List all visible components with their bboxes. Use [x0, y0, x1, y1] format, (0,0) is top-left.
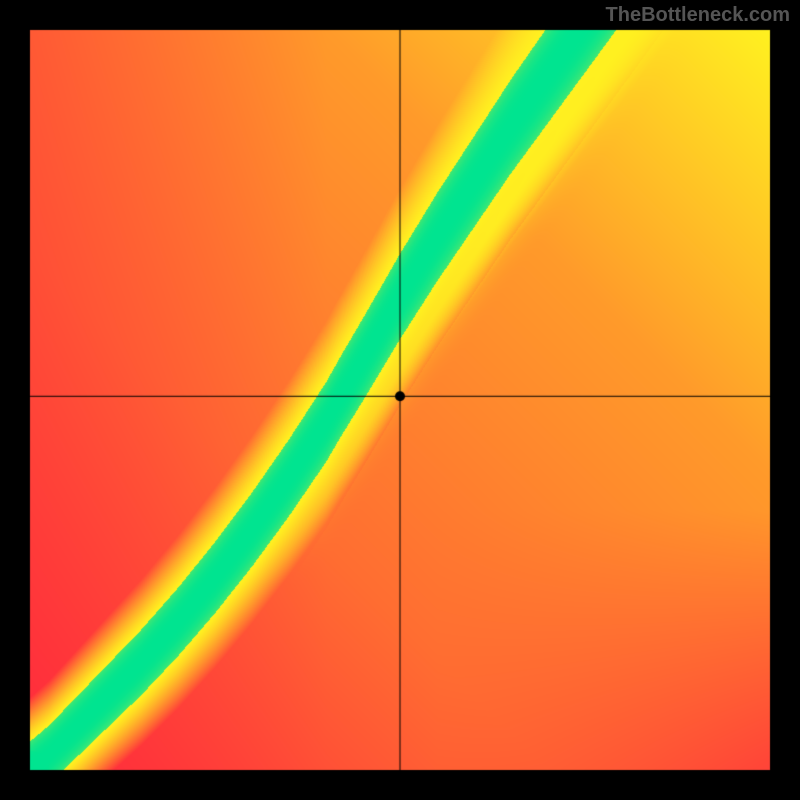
- chart-container: TheBottleneck.com: [0, 0, 800, 800]
- watermark-text: TheBottleneck.com: [606, 4, 790, 27]
- heatmap-canvas: [0, 0, 800, 800]
